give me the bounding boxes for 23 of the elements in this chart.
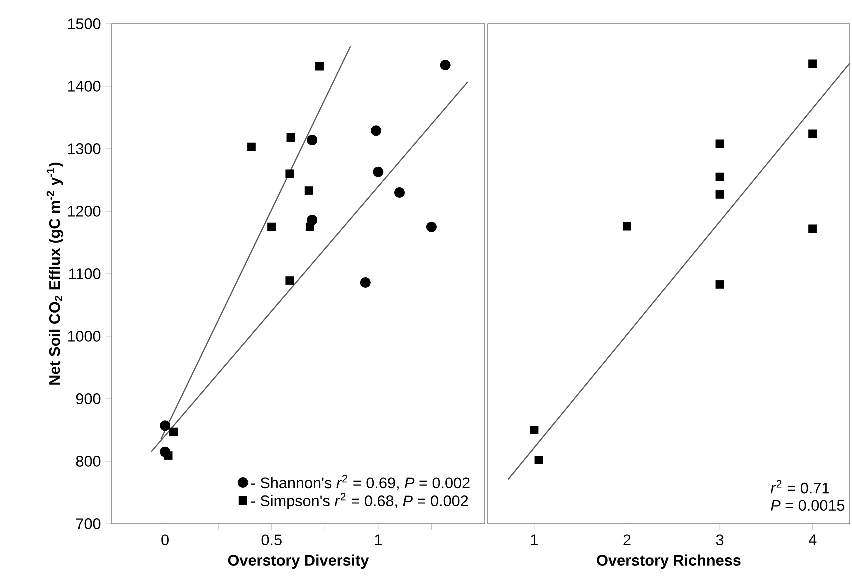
- y-tick-label: 1500: [68, 18, 101, 30]
- x-tick-label: 0.5: [262, 534, 282, 546]
- y-tick-label: 1300: [68, 144, 101, 154]
- y-tick-label: 1100: [69, 268, 101, 280]
- x-tick-label: 3: [716, 534, 724, 546]
- x-tick-label: 1: [375, 534, 382, 546]
- x-tick-label: 1: [531, 534, 538, 546]
- y-tick-label: 900: [76, 394, 101, 404]
- x-tick-label: 4: [808, 534, 817, 546]
- x-axis-title: Overstory Richness: [597, 554, 741, 569]
- y-tick-label: 1000: [68, 331, 101, 342]
- y-tick-label: 1200: [68, 206, 101, 217]
- legend-label: - Shannon's r$^{2}$ = 0.69, P = 0.002: [252, 475, 470, 490]
- y-axis-title: Net Soil CO$_{2}$ Efflux (gC m$^{-2}$ y$^{-1}$): [46, 162, 64, 385]
- annotation: r$^{2}$ = 0.71: [770, 480, 830, 494]
- x-tick-label: 0: [162, 534, 169, 546]
- legend-label: - Simpson's r$^{2}$ = 0.68, P = 0.002: [252, 493, 468, 510]
- y-tick-label: 800: [76, 456, 101, 467]
- y-tick-label: 1400: [68, 81, 101, 92]
- x-tick-label: 2: [624, 534, 631, 546]
- annotation: P = 0.0015: [771, 500, 845, 512]
- y-tick-label: 700: [76, 518, 101, 530]
- x-axis-title: Overstory Diversity: [228, 554, 370, 569]
